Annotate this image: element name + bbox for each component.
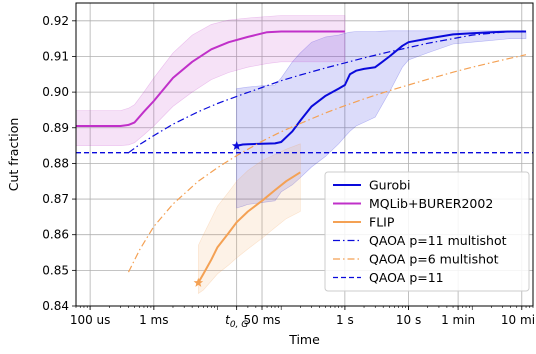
y-tick-label: 0.87 [42, 192, 69, 206]
y-tick-label: 0.91 [42, 49, 69, 63]
axis-ticks: 0.84 0.85 0.86 0.87 0.88 0.89 0.90 0.91 0.92 100 … [42, 14, 536, 330]
x-tick-label: 10 s [396, 313, 421, 327]
x-tick-label: 100 us [70, 313, 111, 327]
y-tick-label: 0.88 [42, 156, 69, 170]
star-marker [231, 140, 242, 150]
x-tick-label: 1 ms [139, 313, 168, 327]
legend: Gurobi MQLib+BURER2002 FLIP QAOA p=11 multi… [324, 171, 530, 292]
series-line [236, 30, 526, 147]
plot-frame [75, 2, 534, 307]
y-tick-label: 0.85 [42, 263, 69, 277]
confidence-band [198, 143, 301, 295]
legend-entry-label: QAOA p=11 multishot [369, 233, 507, 248]
confidence-band [236, 30, 527, 209]
series-lines [76, 30, 533, 284]
y-tick-label: 0.92 [42, 14, 69, 28]
series-line [197, 171, 301, 284]
y-tick-label: 0.86 [42, 228, 69, 242]
x-tick-label: 50 ms [243, 313, 280, 327]
y-axis-label: Cut fraction [6, 118, 21, 192]
x-tick-label: 1 s [336, 313, 354, 327]
x-tick-label: t0, G [225, 313, 248, 330]
series-line [76, 30, 345, 127]
series-line [127, 54, 527, 273]
star-marker [193, 277, 204, 287]
legend-box [324, 171, 530, 292]
y-tick-label: 0.89 [42, 121, 69, 135]
legend-entry-label: Gurobi [369, 178, 411, 193]
x-tick-label: 10 min [501, 313, 536, 327]
y-tick-label: 0.84 [42, 299, 69, 313]
legend-entry-label: FLIP [369, 215, 395, 230]
legend-entry-label: QAOA p=11 [369, 270, 444, 285]
series-markers [193, 140, 242, 287]
legend-entry-label: QAOA p=6 multishot [369, 252, 499, 267]
x-axis-label: Time [288, 332, 320, 347]
legend-entry-label: MQLib+BURER2002 [369, 196, 493, 211]
y-tick-label: 0.90 [42, 85, 69, 99]
x-tick-label: 1 min [441, 313, 475, 327]
